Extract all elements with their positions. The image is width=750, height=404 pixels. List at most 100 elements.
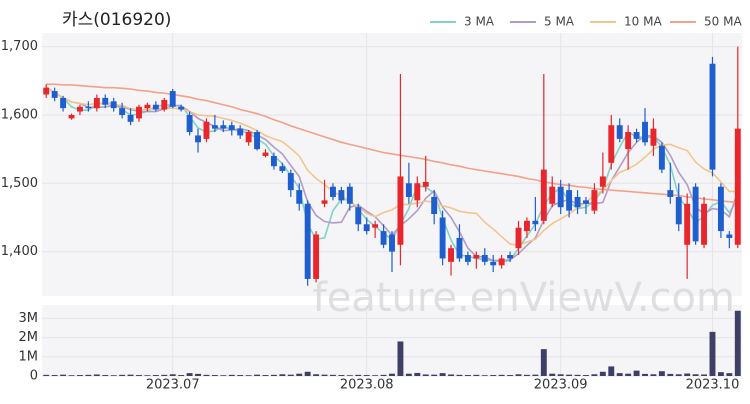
candle-body	[540, 169, 547, 221]
volume-bar	[346, 375, 353, 376]
candle-body	[43, 87, 50, 95]
chart-title: 카스(016920)	[62, 10, 171, 30]
volume-bar	[599, 371, 606, 376]
candle-body	[304, 203, 311, 279]
ma-line	[46, 83, 738, 204]
candle-body	[237, 128, 244, 136]
candle-body	[397, 176, 404, 245]
volume-bar	[650, 374, 657, 376]
volume-bar	[287, 374, 294, 376]
volume-bar	[77, 375, 83, 376]
candle-body	[481, 255, 488, 262]
watermark: feature.enViewV.com	[313, 275, 735, 321]
candle-body	[507, 255, 514, 259]
volume-bar	[51, 375, 58, 376]
volume-bar	[422, 374, 429, 376]
volume-bar	[701, 374, 707, 376]
volume-bar	[448, 374, 454, 376]
candle-body	[161, 99, 168, 110]
volume-bar	[574, 374, 581, 376]
volume-bar	[136, 375, 142, 376]
candle-body	[405, 183, 412, 197]
candle-body	[701, 203, 707, 245]
volume-bar	[211, 375, 218, 376]
legend-label: 10 MA	[624, 15, 662, 29]
candle-body	[262, 152, 269, 156]
volume-bar	[68, 375, 75, 376]
y-tick-label: 1,600	[1, 107, 38, 122]
y-tick-label: 1,500	[1, 176, 38, 191]
volume-bar	[540, 349, 547, 376]
candle-body	[380, 231, 387, 245]
candle-body	[684, 203, 691, 245]
volume-bar	[591, 374, 598, 376]
y-tick-label: 1,700	[1, 39, 38, 54]
volume-bar	[490, 375, 497, 376]
volume-bar	[85, 374, 92, 376]
x-tick-label: 2023.07	[146, 378, 200, 393]
y-tick-label: 2M	[19, 330, 39, 345]
candle-body	[102, 97, 109, 105]
candle-body	[245, 132, 252, 143]
volume-bar	[119, 374, 126, 376]
candle-body	[734, 128, 741, 245]
candle-body	[220, 125, 227, 129]
candle-body	[119, 108, 126, 115]
candle-body	[296, 190, 303, 204]
candle-body	[650, 128, 657, 146]
volume-bar	[523, 374, 530, 376]
volume-bar	[642, 373, 648, 376]
candle-body	[279, 166, 286, 171]
candle-body	[85, 106, 92, 109]
x-tick-label: 2023.08	[340, 378, 394, 393]
volume-bar	[616, 373, 623, 376]
candles	[43, 46, 741, 286]
volume-bar	[254, 374, 261, 376]
volume-bar	[60, 374, 67, 376]
candle-body	[152, 104, 159, 110]
volume-bar	[372, 375, 379, 376]
candle-body	[127, 114, 134, 122]
volume-bar	[330, 374, 336, 376]
volume-bar	[93, 374, 100, 376]
volume-bar	[532, 374, 539, 376]
volume-bar	[380, 374, 387, 376]
candle-body	[498, 258, 505, 266]
volume-bar	[262, 375, 269, 376]
volume-bar	[456, 374, 463, 376]
candle-body	[414, 183, 421, 201]
candle-body	[338, 190, 345, 201]
candle-body	[254, 132, 261, 150]
volume-bar	[684, 373, 691, 376]
volume-bar	[270, 374, 277, 376]
candle-body	[448, 248, 454, 262]
candle-body	[566, 190, 573, 211]
volume-bars	[43, 310, 741, 376]
volume-bar	[726, 373, 733, 376]
candle-body	[211, 125, 218, 129]
volume-bar	[161, 374, 168, 376]
volume-bar	[237, 375, 244, 376]
candle-body	[93, 97, 100, 109]
volume-bar	[321, 374, 328, 376]
candle-body	[523, 220, 530, 232]
candle-body	[363, 224, 370, 232]
volume-bar	[464, 375, 471, 376]
candle-body	[287, 173, 294, 191]
candle-body	[473, 255, 480, 259]
candle-body	[321, 200, 328, 204]
candle-body	[195, 135, 201, 143]
volume-bar	[734, 310, 741, 376]
volume-bar	[389, 373, 395, 376]
volume-bar	[566, 374, 573, 376]
volume-bar	[144, 375, 151, 376]
candle-body	[144, 104, 151, 109]
volume-bar	[608, 366, 615, 376]
candle-body	[110, 101, 117, 109]
volume-bar	[397, 341, 404, 376]
candle-body	[439, 217, 446, 259]
volume-bar	[709, 331, 716, 376]
volume-bar	[507, 375, 514, 376]
candle-body	[658, 145, 665, 170]
